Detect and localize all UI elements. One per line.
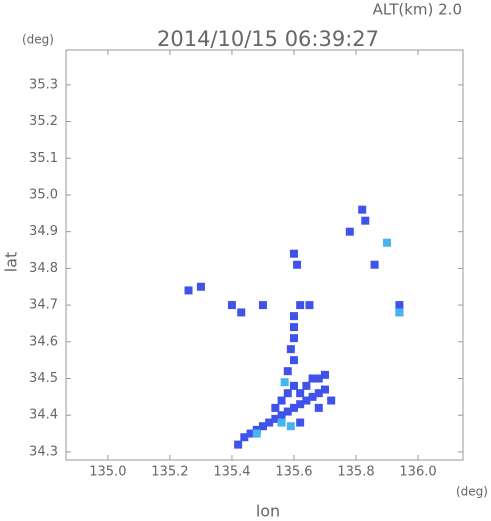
echo-point [277,396,286,405]
echo-point [345,227,354,236]
echo-point [184,286,193,295]
echo-point [258,422,267,431]
echo-point [246,429,255,438]
echo-point [395,301,404,310]
echo-point [252,429,261,438]
echo-point [305,301,314,310]
chart-title: 2014/10/15 06:39:27 [157,27,379,51]
echo-point [277,411,286,420]
echo-point [314,389,323,398]
echo-point [296,400,305,409]
echo-point [302,381,311,390]
echo-point [314,403,323,412]
echo-point [296,301,305,310]
echo-point [327,396,336,405]
echo-point [227,301,236,310]
echo-point [289,403,298,412]
x-tick-label: 135.2 [151,465,188,480]
x-unit: (deg) [456,485,488,499]
echo-point [258,301,267,310]
echo-point [320,385,329,394]
echo-point [289,334,298,343]
x-tick-label: 136.0 [399,465,436,480]
y-tick-label: 35.0 [29,187,58,202]
echo-point [240,433,249,442]
echo-point [302,396,311,405]
echo-point [289,356,298,365]
y-tick-label: 34.6 [29,334,58,349]
plot-frame [65,49,464,461]
x-tick-label: 135.0 [89,465,126,480]
echo-point [370,260,379,269]
echo-point [271,414,280,423]
x-tick-label: 135.8 [337,465,374,480]
y-tick-label: 34.3 [29,444,58,459]
altitude: ALT(km) 2.0 [373,1,462,19]
echo-point [234,440,243,449]
y-tick-label: 35.1 [29,151,58,166]
y-unit: (deg) [22,33,54,47]
x-tick-label: 135.4 [213,465,250,480]
echo-point [286,422,295,431]
x-axis-label: lon [256,502,280,521]
echo-point [277,418,286,427]
echo-point [308,392,317,401]
echo-point [196,282,205,291]
y-tick-label: 34.9 [29,224,58,239]
y-tick-label: 34.5 [29,371,58,386]
echo-point [286,345,295,354]
echo-point [383,238,392,247]
echo-point [320,370,329,379]
echo-point [289,381,298,390]
echo-point [289,249,298,258]
echo-point [289,312,298,321]
echo-point [283,407,292,416]
y-axis-label: lat [2,252,21,273]
y-tick-label: 34.8 [29,261,58,276]
echo-point [296,389,305,398]
echo-point [271,403,280,412]
echo-point [265,418,274,427]
echo-point [395,308,404,317]
echo-point [293,260,302,269]
echo-point [280,378,289,387]
y-tick-label: 34.4 [29,408,58,423]
echo-point [308,374,317,383]
echo-point [358,205,367,214]
echo-point [289,323,298,332]
echo-point [314,374,323,383]
echo-point [237,308,246,317]
echo-point [361,216,370,225]
y-tick-label: 35.2 [29,114,58,129]
echo-point [283,367,292,376]
x-tick-label: 135.6 [275,465,312,480]
echo-point [283,389,292,398]
y-tick-label: 34.7 [29,298,58,313]
y-tick-label: 35.3 [29,77,58,92]
echo-point [296,418,305,427]
